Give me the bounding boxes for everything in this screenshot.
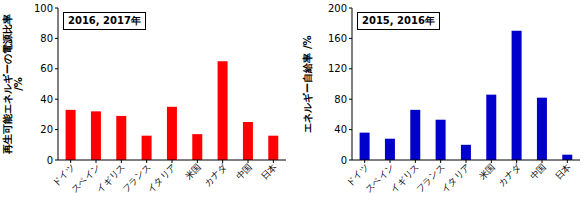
svg-text:ドイツ: ドイツ xyxy=(344,161,371,188)
svg-text:中国: 中国 xyxy=(234,162,254,182)
html-text:2015, 2016年: 2015, 2016年 xyxy=(362,15,435,26)
svg-text:40: 40 xyxy=(40,94,53,105)
svg-text:日本: 日本 xyxy=(259,162,279,182)
svg-text:100: 100 xyxy=(34,3,53,14)
svg-text:60: 60 xyxy=(40,63,53,74)
svg-text:0: 0 xyxy=(341,155,347,166)
svg-text:0: 0 xyxy=(47,155,53,166)
svg-text:160: 160 xyxy=(328,33,347,44)
html-text:2016, 2017年: 2016, 2017年 xyxy=(68,15,141,26)
svg-text:日本: 日本 xyxy=(553,162,573,182)
html-text:エネルギー自給率 /%: エネルギー自給率 /% xyxy=(301,35,313,133)
svg-text:米国: 米国 xyxy=(477,162,497,182)
svg-text:40: 40 xyxy=(334,124,347,135)
html-text:再生可能エネルギーの電源比率 /%: 再生可能エネルギーの電源比率 /% xyxy=(2,14,24,154)
svg-text:スペイン: スペイン xyxy=(69,161,102,195)
svg-text:イタリア: イタリア xyxy=(439,162,472,195)
svg-text:80: 80 xyxy=(334,94,347,105)
svg-text:スペイン: スペイン xyxy=(363,161,396,195)
svg-text:カナダ: カナダ xyxy=(496,161,523,188)
svg-text:イギリス: イギリス xyxy=(388,161,422,195)
svg-text:イギリス: イギリス xyxy=(94,161,128,195)
svg-text:フランス: フランス xyxy=(414,161,447,195)
svg-text:120: 120 xyxy=(328,63,347,74)
svg-text:中国: 中国 xyxy=(528,162,548,182)
svg-text:米国: 米国 xyxy=(183,162,203,182)
svg-text:20: 20 xyxy=(40,124,53,135)
svg-text:ドイツ: ドイツ xyxy=(50,161,77,188)
svg-text:80: 80 xyxy=(40,33,53,44)
svg-text:フランス: フランス xyxy=(120,161,153,195)
svg-text:200: 200 xyxy=(328,3,347,14)
svg-text:イタリア: イタリア xyxy=(145,162,178,195)
svg-text:カナダ: カナダ xyxy=(202,161,229,188)
